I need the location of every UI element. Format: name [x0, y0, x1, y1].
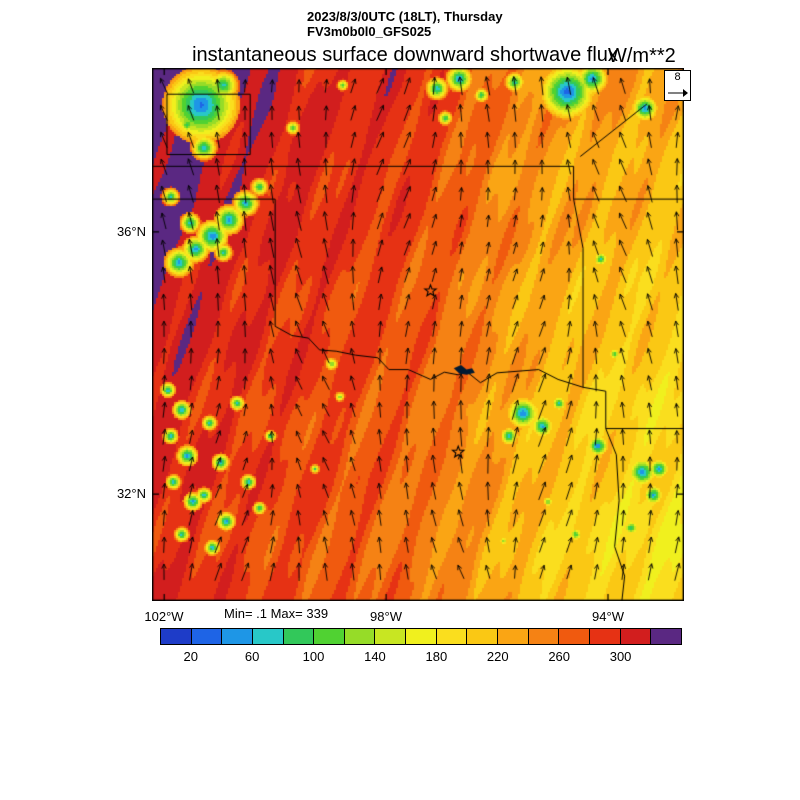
colorbar-segment [528, 629, 560, 644]
model-heading: FV3m0b0l0_GFS025 [307, 24, 432, 39]
colorbar-segment [467, 629, 499, 644]
colorbar [160, 628, 682, 645]
colorbar-segment [314, 629, 345, 644]
y-tick-label-36n: 36°N [116, 224, 146, 239]
x-tick-label-98w: 98°W [370, 609, 402, 624]
colorbar-tick-label: 140 [364, 649, 386, 664]
colorbar-segment [651, 629, 681, 644]
colorbar-tick-label: 260 [548, 649, 571, 664]
reference-vector-arrow-icon [668, 89, 688, 97]
colorbar-tick-labels: 20 60 100 140 180 220 260 300 [160, 649, 682, 667]
colorbar-tick-label: 60 [244, 649, 260, 664]
colorbar-segment [559, 629, 590, 644]
colorbar-segment [283, 629, 315, 644]
minmax-stats: Min= .1 Max= 339 [224, 606, 329, 621]
colorbar-segment [344, 629, 376, 644]
plot-title: instantaneous surface downward shortwave… [192, 44, 618, 66]
colorbar-segment [620, 629, 652, 644]
colorbar-segment [406, 629, 437, 644]
colorbar-segment [498, 629, 529, 644]
y-tick-label-32n: 32°N [116, 486, 146, 501]
x-tick-label-102w: 102°W [144, 609, 184, 624]
map-canvas [152, 68, 684, 601]
colorbar-tick-label: 20 [183, 649, 198, 664]
reference-vector-value: 8 [674, 71, 681, 83]
datetime-heading: 2023/8/3/0UTC (18LT), Thursday [307, 9, 503, 24]
colorbar-segment [222, 629, 253, 644]
colorbar-tick-label: 220 [486, 649, 509, 664]
colorbar-tick-label: 180 [425, 649, 448, 664]
reference-vector-box: 8 [664, 70, 691, 101]
units-label: W/m**2 [608, 45, 676, 67]
x-tick-label-94w: 94°W [592, 609, 624, 624]
colorbar-segment [436, 629, 468, 644]
colorbar-segment [589, 629, 621, 644]
colorbar-tick-label: 100 [302, 649, 325, 664]
colorbar-tick-label: 300 [609, 649, 632, 664]
colorbar-segment [375, 629, 407, 644]
colorbar-segment [252, 629, 284, 644]
colorbar-segment [161, 629, 192, 644]
colorbar-segment [191, 629, 223, 644]
